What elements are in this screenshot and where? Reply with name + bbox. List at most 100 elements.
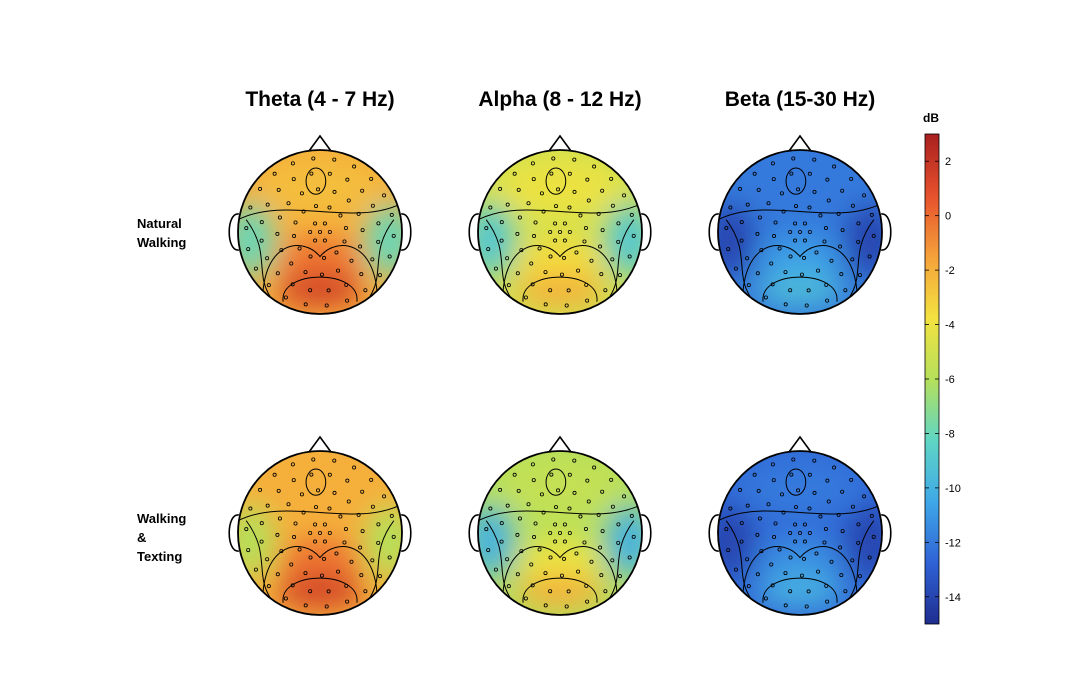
electrode [543,571,548,576]
electrode [505,202,510,207]
topomap-r0-c1 [468,134,652,315]
electrode [772,234,777,239]
electrode [802,238,807,243]
electrode [783,571,788,576]
electrode [277,215,282,220]
electrode [791,457,796,462]
topomap-r1-c0 [228,435,412,616]
electrode [788,229,793,234]
electrode [814,250,819,255]
electrode [543,603,548,608]
electrode [822,540,827,545]
colorbar-tick-label: -8 [945,428,955,440]
electrode [816,268,821,273]
colorbar-tick-label: -6 [945,374,955,386]
electrode [578,213,583,218]
electrode [346,198,351,203]
electrode [600,188,605,193]
electrode [733,266,738,271]
electrode [248,506,253,511]
colorbar-tick-label: -12 [945,537,961,549]
electrode [506,283,511,288]
electrode [344,282,349,287]
electrode [616,522,621,527]
electrode [505,503,510,508]
electrode [759,248,764,253]
electrode [556,488,561,493]
row-label-walking-texting: Walking & Texting [137,509,186,566]
electrode [599,573,604,578]
electrode [369,176,374,181]
electrode [572,490,577,495]
electrode [308,229,313,234]
electrode [336,268,341,273]
electrode [308,589,313,594]
electrode [311,156,316,161]
electrode [806,288,811,293]
left-ear [468,213,479,251]
electrode [532,234,537,239]
electrode [610,504,615,509]
electrode [512,171,517,176]
electrode [839,272,844,277]
electrode [326,589,331,594]
electrode [562,522,567,527]
electrode [812,157,817,162]
electrode [327,506,332,511]
electrode [746,283,751,288]
electrode [759,549,764,554]
electrode [498,487,503,492]
nose [548,134,572,152]
electrode [327,472,332,477]
electrode [788,254,793,259]
electrode [752,472,757,477]
electrode [850,504,855,509]
right-ear [401,514,412,552]
electrode [779,191,784,196]
electrode [799,573,804,578]
electrode [301,510,306,515]
electrode [276,187,281,192]
electrode [567,506,572,511]
electrode [558,229,563,234]
colorbar-tick-label: -14 [945,592,961,604]
electrode [600,228,605,233]
electrode [584,282,589,287]
electrode [752,171,757,176]
electrode [617,273,622,278]
electrode [567,229,572,234]
electrode-set [244,457,396,609]
electrode [266,283,271,288]
electrode [332,157,337,162]
electrode [843,589,848,594]
electrode [839,573,844,578]
electrode [526,502,531,507]
electrode [533,220,538,225]
electrode [724,226,729,231]
electrode [598,545,603,550]
electrode [551,156,556,161]
electrode [370,558,375,563]
electrode [816,569,821,574]
electrode [317,229,322,234]
electrode [258,487,263,492]
electrode [783,603,788,608]
electrode [822,239,827,244]
electrode [259,238,264,243]
electrode [327,531,332,536]
electrode [266,584,271,589]
electrode [316,488,321,493]
electrode [862,193,867,198]
electrode [807,229,812,234]
electrode [313,505,318,510]
electrode [277,516,282,521]
electrode [319,573,324,578]
electrode [275,271,280,276]
electrode [840,489,845,494]
electrode [825,177,830,182]
electrode [342,540,347,545]
electrode [548,589,553,594]
electrode [360,228,365,233]
electrode [746,584,751,589]
